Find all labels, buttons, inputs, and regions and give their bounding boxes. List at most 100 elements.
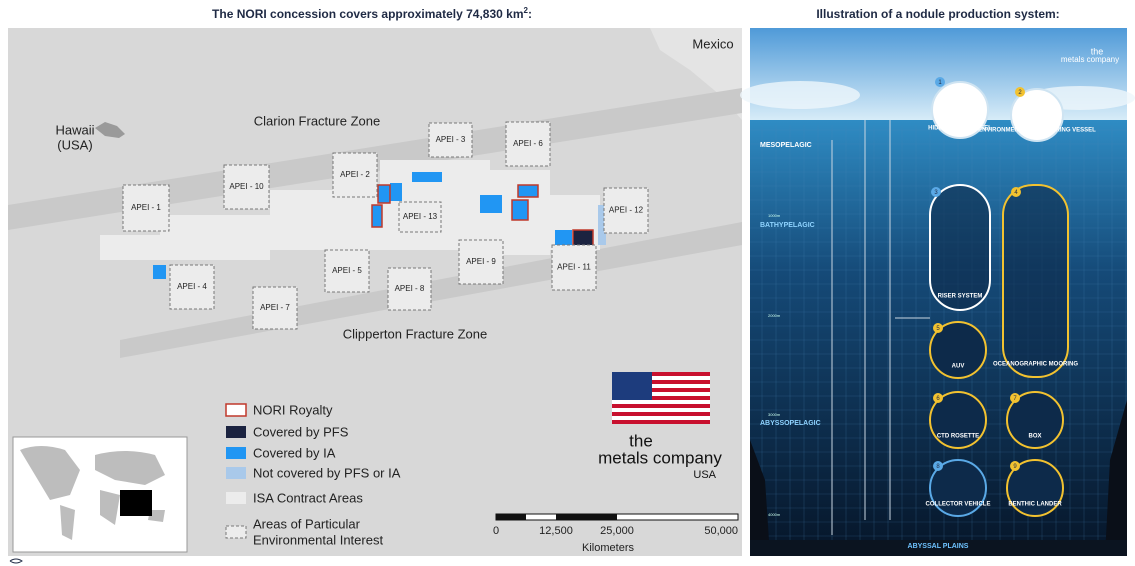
apei-area xyxy=(603,187,649,234)
apei-area xyxy=(428,122,473,158)
covered-ia xyxy=(390,183,402,201)
zone-label: ABYSSOPELAGIC xyxy=(760,420,821,427)
place-label: (USA) xyxy=(57,137,92,152)
component-label: BENTHIC LANDER xyxy=(1008,502,1062,508)
flag-stripe xyxy=(612,384,710,388)
inset-map xyxy=(12,436,188,553)
apei-area xyxy=(169,264,215,310)
flag-stripe xyxy=(612,400,710,404)
cloud xyxy=(740,81,860,109)
legend-label: Environmental Interest xyxy=(253,532,383,547)
depth-label: 2000m xyxy=(768,313,781,318)
component-label: OCEANOGRAPHIC MOORING xyxy=(993,362,1078,368)
component-frame xyxy=(1002,184,1069,378)
badge-number: 9 xyxy=(1013,464,1017,470)
legend-swatch xyxy=(226,426,246,438)
badge-number: 1 xyxy=(938,80,942,86)
apei-area xyxy=(458,239,504,285)
component-frame xyxy=(929,184,991,311)
component-label: BOX xyxy=(1028,434,1041,440)
flag-stripe xyxy=(612,408,710,412)
inset-land xyxy=(20,446,165,540)
hawaii-island xyxy=(95,122,125,138)
apei-area xyxy=(223,164,270,210)
apei-area xyxy=(387,267,432,311)
covered-pfs xyxy=(572,229,594,248)
legend-swatch xyxy=(226,467,246,479)
apei-area xyxy=(505,121,551,167)
badge-number: 7 xyxy=(1013,396,1017,402)
badge-number: 3 xyxy=(934,190,938,196)
badge xyxy=(1010,461,1020,471)
flag-canton xyxy=(612,372,652,400)
depth-label: 3000m xyxy=(768,412,781,417)
apei-label: APEI - 2 xyxy=(340,170,370,179)
badge xyxy=(933,461,943,471)
apei-area xyxy=(122,184,170,232)
legend-label: Areas of Particular xyxy=(253,516,361,531)
apei-area xyxy=(551,244,597,291)
legend-swatch xyxy=(225,403,247,417)
legend-swatch xyxy=(225,525,247,539)
logo-text: the xyxy=(629,431,653,450)
apei-label: APEI - 12 xyxy=(609,206,644,215)
zone-label: Clarion Fracture Zone xyxy=(254,113,380,128)
flag-stripe xyxy=(612,392,710,396)
apei-label: APEI - 6 xyxy=(513,139,543,148)
scale-unit: Kilometers xyxy=(582,542,634,554)
apei-label: APEI - 11 xyxy=(557,263,591,272)
scale-label: 12,500 xyxy=(539,525,573,537)
component-circle xyxy=(1010,88,1064,142)
apei-label: APEI - 4 xyxy=(177,282,207,291)
badge-number: 4 xyxy=(1014,190,1018,196)
logo-text: USA xyxy=(693,469,716,481)
badge-number: 6 xyxy=(936,396,940,402)
zone-label: MESOPELAGIC xyxy=(760,142,812,149)
component-label: ENVIRONMENTAL MONITORING VESSEL xyxy=(978,128,1096,134)
component-circle xyxy=(1006,391,1064,449)
apei-label: APEI - 3 xyxy=(436,135,466,144)
badge xyxy=(1011,187,1021,197)
flag-stripe xyxy=(612,396,710,400)
contract-area xyxy=(160,215,270,260)
nori-royalty-ia xyxy=(371,184,539,228)
seabed xyxy=(750,540,1127,556)
flag-stripe xyxy=(612,416,710,420)
component-label: HIDDEN GEM VESSEL xyxy=(928,126,992,132)
component-label: AUV xyxy=(952,364,965,370)
legend-label: NORI Royalty xyxy=(253,402,333,417)
component-label: RISER SYSTEM xyxy=(938,294,983,300)
legend: NORI Royalty Covered by PFS Covered by I… xyxy=(225,402,401,547)
component-label: CTD ROSETTE xyxy=(937,434,979,440)
contract-area xyxy=(270,190,380,250)
scale-seg xyxy=(556,514,617,520)
component-circle xyxy=(929,321,987,379)
logo-text: metals company xyxy=(598,448,722,467)
map: APEI - 1 APEI - 10 APEI - 2 APEI - 3 APEI - … xyxy=(8,28,742,556)
illustration-title: Illustration of a nodule production syst… xyxy=(816,7,1059,21)
flag-stripe xyxy=(612,380,710,384)
zone-label: BATHYPELAGIC xyxy=(760,222,815,229)
badge xyxy=(935,77,945,87)
covered-ia xyxy=(555,230,572,245)
flag-stripe xyxy=(612,376,710,380)
zone-label: ABYSSAL PLAINS xyxy=(908,543,969,550)
badge-number: 2 xyxy=(1018,90,1022,96)
logo-text: the xyxy=(1091,46,1104,56)
depth-label: 1000m xyxy=(768,213,781,218)
depth-label: 4000m xyxy=(768,512,781,517)
scale-seg xyxy=(496,514,526,520)
flag-stripe xyxy=(612,412,710,416)
legend-swatch xyxy=(226,447,246,459)
component-circle xyxy=(1006,459,1064,517)
footer-icon xyxy=(9,558,23,564)
flag-stripe xyxy=(612,388,710,392)
flag-stripe xyxy=(612,404,710,408)
not-covered xyxy=(598,205,606,245)
apei-group: APEI - 1 APEI - 10 APEI - 2 APEI - 3 APEI - … xyxy=(122,121,649,330)
legend-label: Covered by PFS xyxy=(253,424,349,439)
apei-label: APEI - 10 xyxy=(229,182,264,191)
legend-label: Not covered by PFS or IA xyxy=(253,465,401,480)
flag-stripe xyxy=(612,372,710,376)
